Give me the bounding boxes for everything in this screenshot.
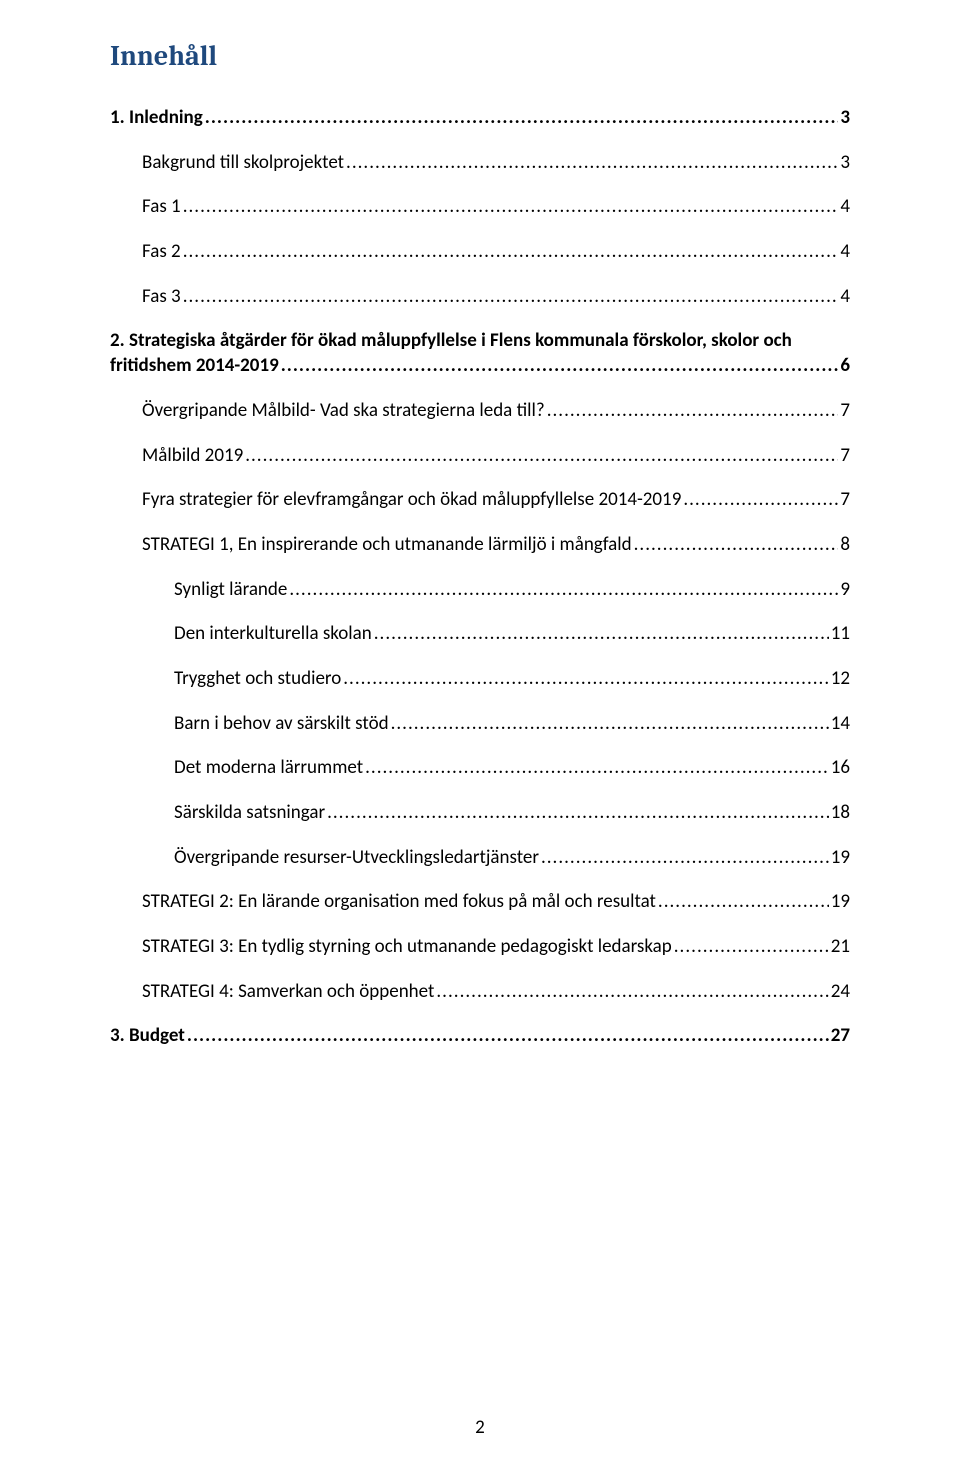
toc-page-number: 3 [840,106,850,131]
toc-leader [205,106,839,131]
toc-entry: 3. Budget 27 [110,1024,850,1049]
toc-leader [183,285,839,310]
toc-leader [281,354,839,379]
toc-page-number: 8 [840,533,850,558]
toc-label: Särskilda satsningar [174,801,325,826]
toc-label: Fyra strategier för elevframgångar och ö… [142,488,681,513]
toc-label: STRATEGI 1, En inspirerande och utmanand… [142,533,632,558]
toc-label: Den interkulturella skolan [174,622,372,647]
toc-label: Barn i behov av särskilt stöd [174,712,389,737]
toc-leader [541,846,829,871]
toc-leader [183,240,839,265]
toc-page-number: 16 [831,756,850,781]
toc-leader [436,980,828,1005]
toc-leader [343,667,828,692]
toc-leader [547,399,839,424]
toc-entry: Den interkulturella skolan 11 [110,622,850,647]
toc-leader [365,756,829,781]
toc-entry: Barn i behov av särskilt stöd 14 [110,712,850,737]
toc-page-number: 9 [840,578,850,603]
toc-leader [187,1024,829,1049]
toc-entry: STRATEGI 1, En inspirerande och utmanand… [110,533,850,558]
toc-leader [374,622,829,647]
toc-label: Övergripande resurser-Utvecklingsledartj… [174,846,539,871]
toc-label: fritidshem 2014-2019 [110,354,279,379]
toc-page-number: 3 [840,151,850,176]
toc-entry: STRATEGI 4: Samverkan och öppenhet 24 [110,980,850,1005]
toc-page-number: 24 [831,980,850,1005]
toc-page-number: 18 [831,801,850,826]
page-number: 2 [0,1416,960,1439]
toc-title: Innehåll [110,40,850,72]
document-page: Innehåll 1. Inledning3Bakgrund till skol… [0,0,960,1469]
toc-page-number: 6 [840,354,850,379]
toc-page-number: 19 [831,846,850,871]
toc-entry: 2. Strategiska åtgärder för ökad måluppf… [110,329,850,378]
toc-leader [658,890,829,915]
toc-label: 2. Strategiska åtgärder för ökad måluppf… [110,329,850,354]
toc-leader [683,488,838,513]
toc-entry: Trygghet och studiero 12 [110,667,850,692]
toc-label: Trygghet och studiero [174,667,341,692]
toc-entry: STRATEGI 3: En tydlig styrning och utman… [110,935,850,960]
toc-entry: Fas 3 4 [110,285,850,310]
toc-entry: 1. Inledning 3 [110,106,850,131]
toc-label: Fas 2 [142,240,181,265]
toc-label: Bakgrund till skolprojektet [142,151,344,176]
toc-leader [289,578,838,603]
toc-leader [674,935,829,960]
toc-list: 1. Inledning3Bakgrund till skolprojektet… [110,106,850,1049]
toc-page-number: 4 [840,285,850,310]
toc-entry: STRATEGI 2: En lärande organisation med … [110,890,850,915]
toc-label: Fas 1 [142,195,181,220]
toc-entry: Särskilda satsningar 18 [110,801,850,826]
toc-entry: Fas 1 4 [110,195,850,220]
toc-page-number: 4 [840,195,850,220]
toc-label: Målbild 2019 [142,444,243,469]
toc-page-number: 7 [840,488,850,513]
toc-label: Fas 3 [142,285,181,310]
toc-page-number: 19 [831,890,850,915]
toc-leader [634,533,839,558]
toc-page-number: 7 [840,444,850,469]
toc-leader [245,444,838,469]
toc-leader [391,712,829,737]
toc-label: STRATEGI 2: En lärande organisation med … [142,890,656,915]
toc-leader [327,801,829,826]
toc-page-number: 4 [840,240,850,265]
toc-label: STRATEGI 4: Samverkan och öppenhet [142,980,434,1005]
toc-page-number: 27 [831,1024,850,1049]
toc-entry: Det moderna lärrummet 16 [110,756,850,781]
toc-leader [346,151,838,176]
toc-label: Övergripande Målbild- Vad ska strategier… [142,399,545,424]
toc-page-number: 12 [831,667,850,692]
toc-page-number: 14 [831,712,850,737]
toc-label: STRATEGI 3: En tydlig styrning och utman… [142,935,672,960]
toc-entry: Synligt lärande 9 [110,578,850,603]
toc-entry: Övergripande resurser-Utvecklingsledartj… [110,846,850,871]
toc-label: 3. Budget [110,1024,185,1049]
toc-page-number: 21 [831,935,850,960]
toc-entry: Fas 2 4 [110,240,850,265]
toc-label: 1. Inledning [110,106,203,131]
toc-page-number: 11 [831,622,850,647]
toc-label: Det moderna lärrummet [174,756,363,781]
toc-label: Synligt lärande [174,578,287,603]
toc-entry: Övergripande Målbild- Vad ska strategier… [110,399,850,424]
toc-leader [183,195,839,220]
toc-entry: Fyra strategier för elevframgångar och ö… [110,488,850,513]
toc-entry: Bakgrund till skolprojektet 3 [110,151,850,176]
toc-entry: Målbild 2019 7 [110,444,850,469]
toc-page-number: 7 [840,399,850,424]
